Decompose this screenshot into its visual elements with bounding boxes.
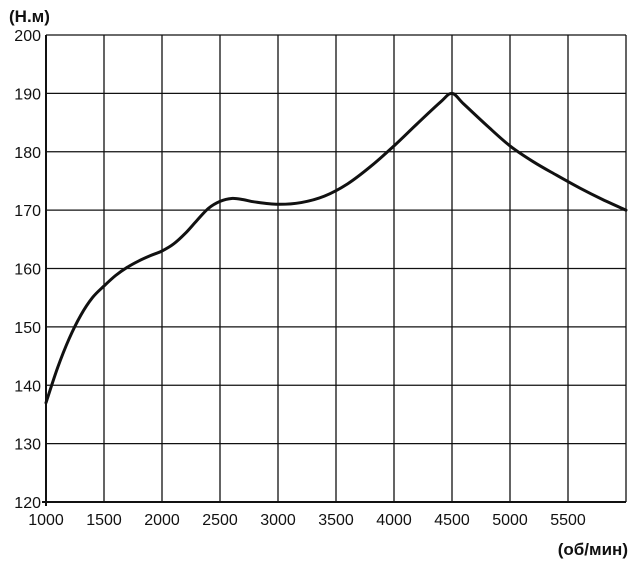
x-tick-label: 5500 xyxy=(550,512,586,529)
y-tick-label: 200 xyxy=(14,28,41,45)
y-tick-label: 190 xyxy=(14,86,41,103)
x-tick-label: 3000 xyxy=(260,512,296,529)
y-tick-labels: 120 130 140 150 160 170 180 190 200 xyxy=(14,28,41,512)
x-tick-label: 2500 xyxy=(202,512,238,529)
y-tick-label: 160 xyxy=(14,262,41,279)
x-tick-labels: 1000 1500 2000 2500 3000 3500 4000 4500 5000 5500 xyxy=(28,512,586,529)
y-tick-label: 120 xyxy=(14,495,41,512)
x-tick-label: 5000 xyxy=(492,512,528,529)
x-tick-label: 2000 xyxy=(144,512,180,529)
y-axis-title: (Н.м) xyxy=(9,7,50,26)
axes xyxy=(42,35,626,506)
y-tick-label: 180 xyxy=(14,145,41,162)
x-tick-label: 1000 xyxy=(28,512,64,529)
y-tick-label: 150 xyxy=(14,320,41,337)
torque-line xyxy=(44,91,628,405)
gridlines xyxy=(45,34,627,503)
y-tick-label: 130 xyxy=(14,437,41,454)
y-tick-label: 170 xyxy=(14,203,41,220)
x-tick-label: 4000 xyxy=(376,512,412,529)
x-tick-label: 3500 xyxy=(318,512,354,529)
y-tick-label: 140 xyxy=(14,378,41,395)
x-axis-title: (об/мин) xyxy=(558,540,628,559)
x-tick-label: 1500 xyxy=(86,512,122,529)
x-tick-label: 4500 xyxy=(434,512,470,529)
